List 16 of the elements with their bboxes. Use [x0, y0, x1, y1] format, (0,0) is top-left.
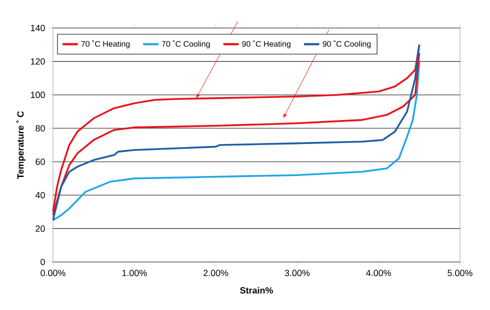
- x-axis-title: Strain%: [240, 286, 273, 294]
- y-tick-label: 40: [35, 192, 45, 198]
- y-tick-label: 20: [36, 225, 45, 232]
- y-axis-title: Temperature ˚ C: [16, 111, 26, 179]
- x-tick-label: 0.00%: [40, 270, 66, 276]
- y-tick-label: 80: [36, 125, 45, 132]
- y-tick-label: 140: [30, 24, 45, 32]
- x-tick-label: 4.00%: [366, 270, 391, 276]
- y-tick-label: 0: [40, 258, 45, 266]
- y-tick-label: 120: [30, 58, 45, 65]
- x-tick-label: 3.00%: [284, 270, 310, 276]
- y-tick-label: 60: [36, 158, 45, 165]
- x-tick-label: 5.00%: [448, 270, 472, 276]
- x-tick-label: 1.00%: [122, 270, 147, 276]
- y-tick-label: 100: [30, 92, 45, 98]
- x-tick-label: 2.00%: [204, 270, 228, 276]
